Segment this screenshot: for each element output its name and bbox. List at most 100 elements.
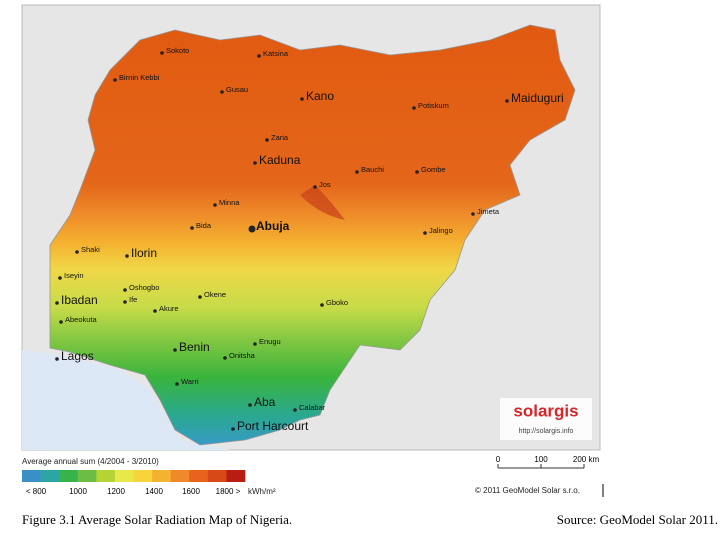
city-dot [58, 276, 62, 280]
city-label: Gombe [421, 165, 446, 174]
city-dot [505, 99, 509, 103]
city-label: Katsina [263, 49, 289, 58]
city-dot [59, 320, 63, 324]
city-label: Iseyin [64, 271, 84, 280]
legend-unit: kWh/m² [248, 487, 276, 496]
city-label: Akure [159, 304, 179, 313]
city-label: Lagos [61, 349, 94, 363]
city-label: Onitsha [229, 351, 256, 360]
legend-swatch [133, 470, 153, 482]
legend-swatch [96, 470, 116, 482]
city-dot [123, 300, 127, 304]
figure-caption: Figure 3.1 Average Solar Radiation Map o… [22, 512, 292, 527]
legend-swatch [170, 470, 190, 482]
legend-swatch [40, 470, 60, 482]
city-label: Port Harcourt [237, 419, 309, 433]
city-label: Shaki [81, 245, 100, 254]
city-dot [223, 356, 227, 360]
city-label: Abeokuta [65, 315, 98, 324]
legend-swatch [152, 470, 171, 482]
city-dot [355, 170, 359, 174]
city-dot [257, 54, 261, 58]
legend-label: 1200 [107, 487, 125, 496]
city-label: Bida [196, 221, 212, 230]
legend-swatch [59, 470, 79, 482]
legend-label: 1400 [145, 487, 163, 496]
city-label: Jos [319, 180, 331, 189]
city-label: Ibadan [61, 293, 98, 307]
city-label: Abuja [256, 219, 290, 233]
legend-swatch [189, 470, 209, 482]
logo: solargis [513, 401, 578, 420]
source: Source: GeoModel Solar 2011. [557, 512, 718, 527]
city-dot [253, 161, 257, 165]
city-dot [231, 427, 235, 431]
copyright: © 2011 GeoModel Solar s.r.o. [475, 486, 580, 495]
city-dot [55, 357, 59, 361]
city-label: Jalingo [429, 226, 453, 235]
city-label: Zaria [271, 133, 289, 142]
city-label: Aba [254, 395, 276, 409]
cities: Sokoto Katsina Birnin Kebbi Gusau Kano Potisk… [55, 46, 564, 433]
city-label: Potiskum [418, 101, 449, 110]
legend-swatch [226, 470, 246, 482]
logo-box [500, 398, 592, 440]
city-label: Jimeta [477, 207, 500, 216]
city-label: Okene [204, 290, 226, 299]
city-label: Enugu [259, 337, 281, 346]
city-dot [75, 250, 79, 254]
logo-url: http://solargis.info [519, 428, 574, 435]
city-label: Kano [306, 89, 334, 103]
city-dot [123, 288, 127, 292]
nigeria [49, 24, 576, 446]
city-label: Maiduguri [511, 91, 564, 105]
legend: < 800 1000 1200 1400 1600 1800 > [22, 470, 246, 496]
city-label: Benin [179, 340, 210, 354]
city-dot [320, 303, 324, 307]
city-label: Warri [181, 377, 199, 386]
city-dot [471, 212, 475, 216]
city-dot [213, 203, 217, 207]
legend-label: 1000 [69, 487, 87, 496]
legend-swatch [77, 470, 97, 482]
jos-plateau [300, 185, 345, 220]
city-dot [412, 106, 416, 110]
city-dot [300, 97, 304, 101]
legend-label: < 800 [26, 487, 47, 496]
city-label: Gusau [226, 85, 248, 94]
city-label: Birnin Kebbi [119, 73, 160, 82]
city-dot [423, 231, 427, 235]
scale-label: 0 [496, 455, 501, 464]
scale-label: 100 [534, 455, 548, 464]
city-label: Ife [129, 295, 137, 304]
city-dot [55, 301, 59, 305]
city-dot [125, 254, 129, 258]
city-label: Kaduna [259, 153, 301, 167]
city-label: Oshogbo [129, 283, 159, 292]
legend-swatch [207, 470, 227, 482]
city-dot [313, 185, 317, 189]
legend-title: Average annual sum (4/2004 - 3/2010) [22, 457, 159, 466]
legend-swatch [22, 470, 41, 482]
city-dot [248, 403, 252, 407]
city-dot [173, 348, 177, 352]
legend-label: 1800 > [216, 487, 241, 496]
city-dot [198, 295, 202, 299]
city-dot [248, 225, 256, 233]
legend-label: 1600 [182, 487, 200, 496]
scale-label: 200 km [573, 455, 600, 464]
sea [22, 350, 230, 450]
legend-swatch [114, 470, 134, 482]
city-dot [415, 170, 419, 174]
city-label: Sokoto [166, 46, 189, 55]
city-label: Minna [219, 198, 240, 207]
city-label: Calabar [299, 403, 326, 412]
city-dot [253, 342, 257, 346]
city-dot [153, 309, 157, 313]
city-label: Ilorin [131, 246, 157, 260]
city-label: Bauchi [361, 165, 384, 174]
city-dot [265, 138, 269, 142]
city-dot [220, 90, 224, 94]
city-dot [190, 226, 194, 230]
